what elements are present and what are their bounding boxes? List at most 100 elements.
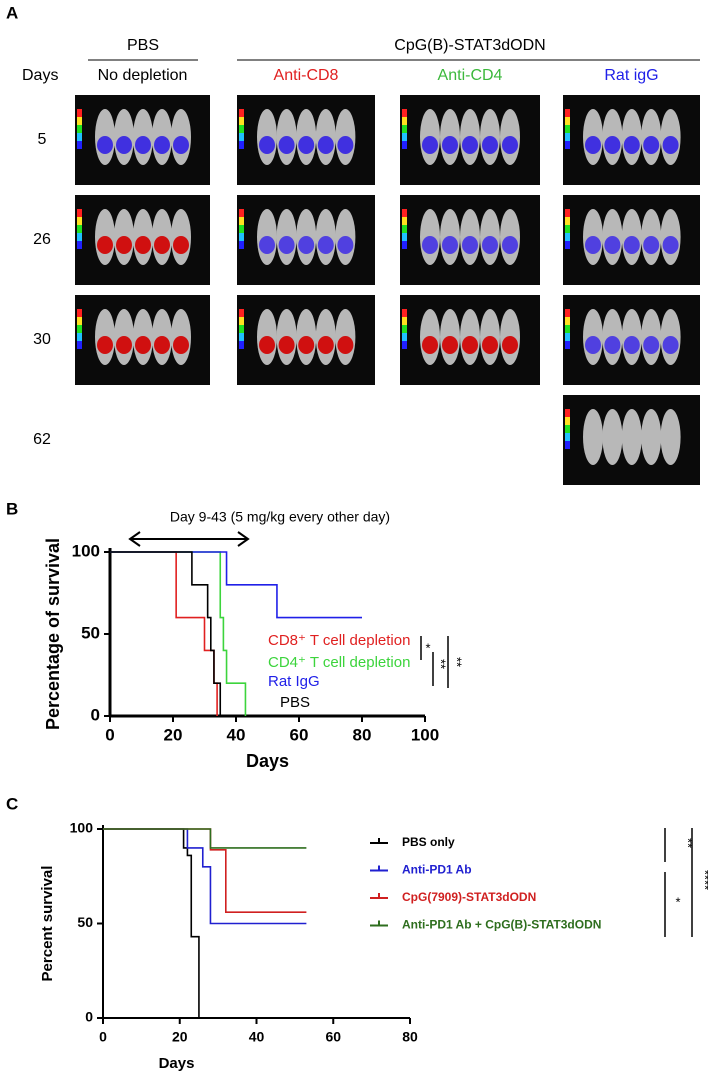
signal [173,336,189,354]
x-tick-label: 0 [99,1029,107,1045]
signal [278,336,295,354]
survival-curve [103,828,200,1018]
mouse [621,409,642,465]
survival-curve [110,551,247,716]
signal [502,336,518,354]
signal [422,136,438,154]
colorbar [565,333,570,341]
column-label: Rat igG [604,67,658,84]
survival-curve [110,551,362,619]
significance: **** [698,870,708,890]
column-label: Anti-CD4 [438,67,503,84]
colorbar [402,217,407,225]
colorbar [77,241,82,249]
colorbar [402,333,407,341]
signal [97,236,113,254]
signal [337,336,354,354]
colorbar [239,225,244,233]
colorbar [565,141,570,149]
column-label: No depletion [98,67,188,84]
signal [278,236,295,254]
signal [462,236,478,254]
colorbar [565,109,570,117]
signal [442,236,458,254]
day-label: 30 [33,331,51,348]
colorbar [239,209,244,217]
survival-curve [103,828,307,913]
survival-curve [103,828,307,849]
days-label: Days [22,67,58,84]
signal [482,336,498,354]
colorbar [402,309,407,317]
signal [116,236,132,254]
colorbar [239,133,244,141]
colorbar [77,217,82,225]
colorbar [239,333,244,341]
colorbar [239,317,244,325]
colorbar [239,125,244,133]
colorbar [239,117,244,125]
colorbar [402,341,407,349]
mouse [641,409,662,465]
survival-curve [110,551,218,716]
signal [298,136,315,154]
signal [259,136,275,154]
x-tick-label: 60 [325,1029,341,1045]
colorbar [77,125,82,133]
colorbar [77,333,82,341]
colorbar [402,209,407,217]
signal [278,136,295,154]
colorbar [565,317,570,325]
signal [135,336,151,354]
day-label: 26 [33,231,51,248]
annotation: Day 9-43 (5 mg/kg every other day) [170,509,390,525]
signal [502,136,518,154]
colorbar [402,125,407,133]
mouse [602,409,623,465]
mouse [583,409,603,465]
signal [623,136,640,154]
signal [259,336,275,354]
colorbar [565,117,570,125]
signal [317,136,334,154]
panel-label: A [6,3,18,22]
signal [173,236,189,254]
colorbar [565,417,570,425]
colorbar [565,409,570,417]
colorbar [565,209,570,217]
x-tick-label: 40 [227,725,246,744]
signal [643,236,660,254]
x-tick-label: 100 [411,725,439,744]
colorbar [77,233,82,241]
signal [154,336,170,354]
colorbar [239,233,244,241]
x-tick-label: 20 [172,1029,188,1045]
colorbar [77,133,82,141]
significance: * [425,640,430,655]
colorbar [565,225,570,233]
signal [259,236,275,254]
signal [116,336,132,354]
colorbar [565,217,570,225]
y-tick-label: 0 [85,1009,93,1025]
legend-label: PBS [280,694,310,711]
signal [604,136,621,154]
signal [482,136,498,154]
signal [317,336,334,354]
signal [643,336,660,354]
signal [116,136,132,154]
signal [585,336,601,354]
colorbar [402,133,407,141]
arrow-head [128,531,250,547]
colorbar [402,109,407,117]
signal [135,236,151,254]
colorbar [239,341,244,349]
y-tick-label: 50 [77,914,93,930]
signal [462,336,478,354]
signal [298,336,315,354]
colorbar [565,325,570,333]
colorbar [402,225,407,233]
colorbar [77,209,82,217]
y-tick-label: 50 [81,623,100,642]
colorbar [402,317,407,325]
